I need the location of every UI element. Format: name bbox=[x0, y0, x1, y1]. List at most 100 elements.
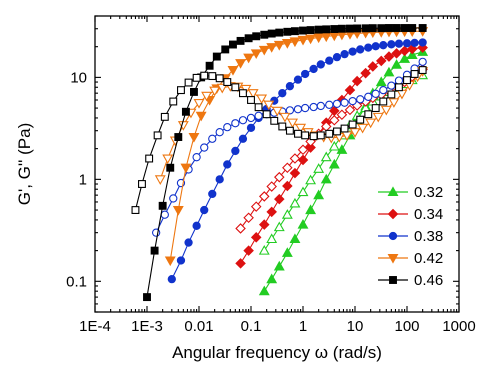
gprime-point bbox=[176, 256, 186, 265]
gdoubleprime-point bbox=[153, 131, 162, 140]
gdoubleprime-point bbox=[316, 131, 325, 140]
gprime-point bbox=[246, 123, 256, 132]
gdoubleprime-point bbox=[246, 113, 256, 123]
gdoubleprime-point bbox=[287, 118, 299, 129]
gprime-point bbox=[252, 32, 261, 41]
gdoubleprime-point bbox=[160, 210, 169, 219]
gdoubleprime-point bbox=[169, 194, 178, 203]
gprime-point bbox=[306, 26, 315, 35]
gdoubleprime-point bbox=[258, 244, 270, 255]
gprime-point bbox=[400, 24, 409, 32]
gprime-point bbox=[375, 55, 387, 67]
gprime-point bbox=[361, 24, 370, 33]
gprime-point bbox=[258, 219, 270, 230]
gprime-point bbox=[305, 142, 316, 153]
gprime-point bbox=[289, 167, 301, 179]
gdoubleprime-point bbox=[169, 97, 178, 106]
gdoubleprime-point bbox=[340, 124, 349, 133]
gprime-point bbox=[236, 36, 245, 45]
gprime-point bbox=[195, 111, 207, 122]
gprime-point bbox=[221, 45, 230, 54]
x-tick-label: 100 bbox=[394, 318, 419, 335]
gprime-point bbox=[297, 35, 309, 46]
gdoubleprime-point bbox=[387, 81, 396, 90]
gprime-point bbox=[208, 189, 217, 199]
gprime-point bbox=[330, 25, 339, 33]
gdoubleprime-point bbox=[273, 221, 285, 232]
gprime-point bbox=[164, 256, 176, 267]
legend-item: 0.34 bbox=[378, 206, 443, 223]
gdoubleprime-point bbox=[293, 105, 303, 114]
gprime-point bbox=[391, 59, 403, 69]
gdoubleprime-point bbox=[254, 111, 263, 120]
gdoubleprime-point bbox=[201, 91, 213, 102]
gprime-point bbox=[301, 69, 310, 79]
gprime-point bbox=[278, 89, 287, 98]
gdoubleprime-point bbox=[379, 85, 388, 95]
gprime-point bbox=[282, 180, 293, 192]
gprime-point bbox=[267, 29, 276, 38]
gdoubleprime-point bbox=[256, 94, 268, 105]
gdoubleprime-point bbox=[247, 89, 259, 99]
gdoubleprime-point bbox=[235, 223, 246, 234]
gprime-point bbox=[346, 24, 354, 33]
gprime-point bbox=[180, 163, 192, 174]
gdoubleprime-point bbox=[394, 76, 404, 85]
gprime-point bbox=[174, 133, 183, 141]
gdoubleprime-point bbox=[289, 197, 301, 208]
legend-label: 0.32 bbox=[414, 184, 443, 201]
gdoubleprime-point bbox=[348, 120, 357, 129]
gdoubleprime-point bbox=[250, 201, 262, 212]
gdoubleprime-point bbox=[279, 112, 291, 123]
gdoubleprime-point bbox=[184, 78, 193, 87]
gdoubleprime-point bbox=[231, 119, 240, 128]
gdoubleprime-point bbox=[333, 127, 341, 136]
gdoubleprime-point bbox=[305, 174, 317, 185]
gprime-point bbox=[215, 175, 224, 184]
plot-frame bbox=[94, 15, 460, 313]
gprime-point bbox=[192, 221, 201, 230]
gprime-point bbox=[244, 34, 253, 43]
gprime-point bbox=[375, 76, 387, 87]
series-layer bbox=[131, 24, 429, 302]
gprime-point bbox=[309, 64, 318, 74]
labels-layer: 1E-4 1E-3 0.01 0.1 1 10 100 1000 0.1 1 10 bbox=[66, 69, 476, 335]
series-0.46 bbox=[131, 24, 427, 302]
gprime-point bbox=[231, 146, 240, 156]
gprime-point bbox=[275, 28, 284, 37]
gdoubleprime-point bbox=[356, 115, 365, 124]
gprime-point bbox=[297, 218, 309, 229]
gdoubleprime-point bbox=[270, 116, 279, 125]
gdoubleprime-point bbox=[316, 101, 325, 111]
gprime-point bbox=[243, 53, 255, 64]
gprime-point bbox=[223, 160, 232, 169]
gdoubleprime-point bbox=[320, 151, 332, 162]
gprime-point bbox=[258, 285, 270, 296]
gdoubleprime-point bbox=[328, 140, 340, 151]
gdoubleprime-point bbox=[247, 96, 255, 104]
gprime-point bbox=[371, 42, 380, 51]
gdoubleprime-point bbox=[325, 100, 334, 109]
gdoubleprime-point bbox=[365, 118, 377, 129]
gprime-point bbox=[320, 173, 332, 184]
gprime-point bbox=[235, 59, 247, 69]
gdoubleprime-point bbox=[418, 57, 427, 67]
gprime-point bbox=[348, 47, 357, 56]
gprime-point bbox=[297, 154, 309, 166]
gdoubleprime-point bbox=[297, 186, 309, 197]
gdoubleprime-point bbox=[403, 76, 411, 85]
gdoubleprime-point bbox=[254, 103, 263, 112]
gdoubleprime-point bbox=[192, 153, 201, 162]
gdoubleprime-point bbox=[131, 206, 140, 214]
gprime-point bbox=[281, 39, 293, 49]
gprime-point bbox=[305, 34, 317, 45]
x-tick-label: 0.01 bbox=[184, 318, 213, 335]
gprime-point bbox=[408, 24, 417, 32]
gprime-point bbox=[305, 204, 317, 215]
gprime-point bbox=[344, 84, 356, 96]
gdoubleprime-point bbox=[238, 89, 247, 98]
gprime-point bbox=[392, 24, 401, 32]
gdoubleprime-point bbox=[208, 134, 217, 143]
gdoubleprime-point bbox=[380, 105, 392, 116]
gprime-point bbox=[235, 258, 246, 269]
